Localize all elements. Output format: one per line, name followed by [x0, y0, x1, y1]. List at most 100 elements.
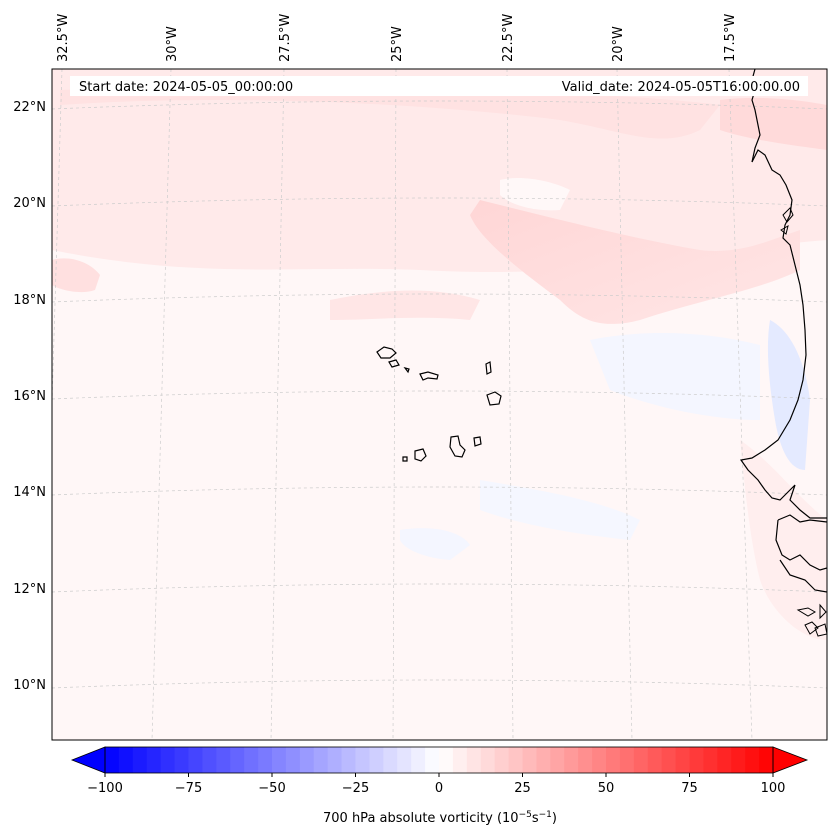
parallel-line [52, 100, 827, 110]
vorticity-positive-plume [470, 200, 800, 324]
colorbar-segment [272, 747, 287, 773]
colorbar-tick-label: −75 [175, 781, 202, 796]
colorbar-segment [508, 747, 523, 773]
header-box [70, 76, 808, 96]
coastal-inlet [780, 207, 794, 235]
colorbar-extend-low [70, 746, 106, 774]
colorbar: −100 −75 −50 −25 0 25 50 75 100 700 hPa absolute… [70, 746, 809, 826]
parallel-line [52, 679, 827, 689]
vorticity-positive-patch [720, 97, 827, 150]
island-sal [485, 361, 492, 375]
colorbar-ticks: −100 −75 −50 −25 0 25 50 75 100 [87, 773, 785, 796]
colorbar-segment [494, 747, 510, 773]
vorticity-negative-patch [480, 480, 640, 540]
colorbar-segment [230, 747, 245, 773]
vorticity-field [52, 69, 827, 640]
colorbar-segment [689, 747, 704, 773]
island-sao-vicente [388, 359, 400, 368]
colorbar-segment [202, 747, 217, 773]
meridian-line [270, 69, 285, 740]
colorbar-segment [105, 747, 120, 773]
colorbar-segment [397, 747, 412, 773]
africa-coastline-west [739, 149, 827, 519]
colorbar-segment [550, 747, 565, 773]
meridian-line [392, 69, 397, 740]
map-frame [51, 68, 828, 741]
colorbar-segment [299, 747, 315, 773]
colorbar-segment [118, 747, 134, 773]
coastlines [376, 69, 827, 637]
island-santiago [449, 435, 466, 458]
island-fogo [414, 448, 427, 462]
latitude-labels: 22°N 20°N 18°N 16°N 14°N 12°N 10°N [13, 100, 46, 693]
lon-label-22-5w: 22.5°W [501, 14, 516, 62]
colorbar-segment [703, 747, 718, 773]
colorbar-segment [411, 747, 426, 773]
colorbar-segment [452, 747, 468, 773]
parallel-line [52, 293, 827, 303]
colorbar-segment [355, 747, 370, 773]
lon-label-27-5w: 27.5°W [278, 14, 293, 62]
colorbar-tick-label: −25 [342, 781, 369, 796]
colorbar-segment [592, 747, 607, 773]
colorbar-tick-label: −100 [87, 781, 123, 796]
colorbar-segment [564, 747, 579, 773]
vorticity-negative-region [590, 333, 760, 420]
colorbar-segment [188, 747, 203, 773]
vorticity-negative-region [767, 320, 810, 470]
colorbar-tick-label: 25 [514, 781, 531, 796]
colorbar-segment [717, 747, 732, 773]
colorbar-segment [745, 747, 760, 773]
parallel-line [52, 486, 827, 496]
cape-verde-islands [376, 346, 502, 462]
colorbar-segment [647, 747, 663, 773]
map-panel: Start date: 2024-05-05_00:00:00 Valid_da… [51, 68, 828, 741]
lon-label-32-5w: 32.5°W [56, 14, 71, 62]
island-santo-antao [376, 346, 397, 359]
colorbar-segment [480, 747, 496, 773]
colorbar-segments [105, 747, 774, 773]
vorticity-negative-patch [400, 528, 470, 560]
colorbar-segment [146, 747, 162, 773]
lon-label-25w: 25°W [390, 26, 405, 62]
vorticity-positive-patch [330, 290, 480, 320]
colorbar-tick-label: 100 [761, 781, 786, 796]
island-maio [473, 436, 482, 447]
parallel-line [52, 197, 827, 207]
colorbar-tick-label: 50 [598, 781, 615, 796]
meridian-line [728, 69, 753, 740]
island-brava [402, 456, 408, 462]
lat-label-10n: 10°N [13, 678, 46, 693]
vorticity-positive-region [740, 440, 827, 640]
colorbar-tick-label: −50 [258, 781, 285, 796]
parallel-line [52, 390, 827, 400]
lat-label-16n: 16°N [13, 389, 46, 404]
longitude-labels: 32.5°W 30°W 27.5°W 25°W 22.5°W 20°W 17.5… [56, 14, 738, 62]
lat-label-22n: 22°N [13, 100, 46, 115]
colorbar-segment [675, 747, 690, 773]
colorbar-segment [425, 747, 440, 773]
colorbar-tick-label: 75 [681, 781, 698, 796]
bijagos-islands [796, 603, 827, 637]
colorbar-segment [383, 747, 398, 773]
colorbar-segment [174, 747, 189, 773]
colorbar-segment [633, 747, 649, 773]
lon-label-17-5w: 17.5°W [723, 14, 738, 62]
colorbar-segment [313, 747, 329, 773]
colorbar-segment [160, 747, 176, 773]
lat-label-18n: 18°N [13, 293, 46, 308]
colorbar-segment [216, 747, 231, 773]
colorbar-segment [759, 747, 774, 773]
vorticity-positive-band [60, 85, 720, 139]
colorbar-segment [369, 747, 384, 773]
valid-date-label: Valid_date: 2024-05-05T16:00:00.00 [562, 80, 800, 95]
meridian-line [616, 69, 633, 740]
lat-label-20n: 20°N [13, 196, 46, 211]
colorbar-segment [522, 747, 537, 773]
lat-label-14n: 14°N [13, 485, 46, 500]
island-sao-nicolau [419, 371, 439, 381]
colorbar-segment [606, 747, 621, 773]
colorbar-extend-high [772, 746, 809, 774]
colorbar-segment [731, 747, 746, 773]
colorbar-segment [327, 747, 343, 773]
